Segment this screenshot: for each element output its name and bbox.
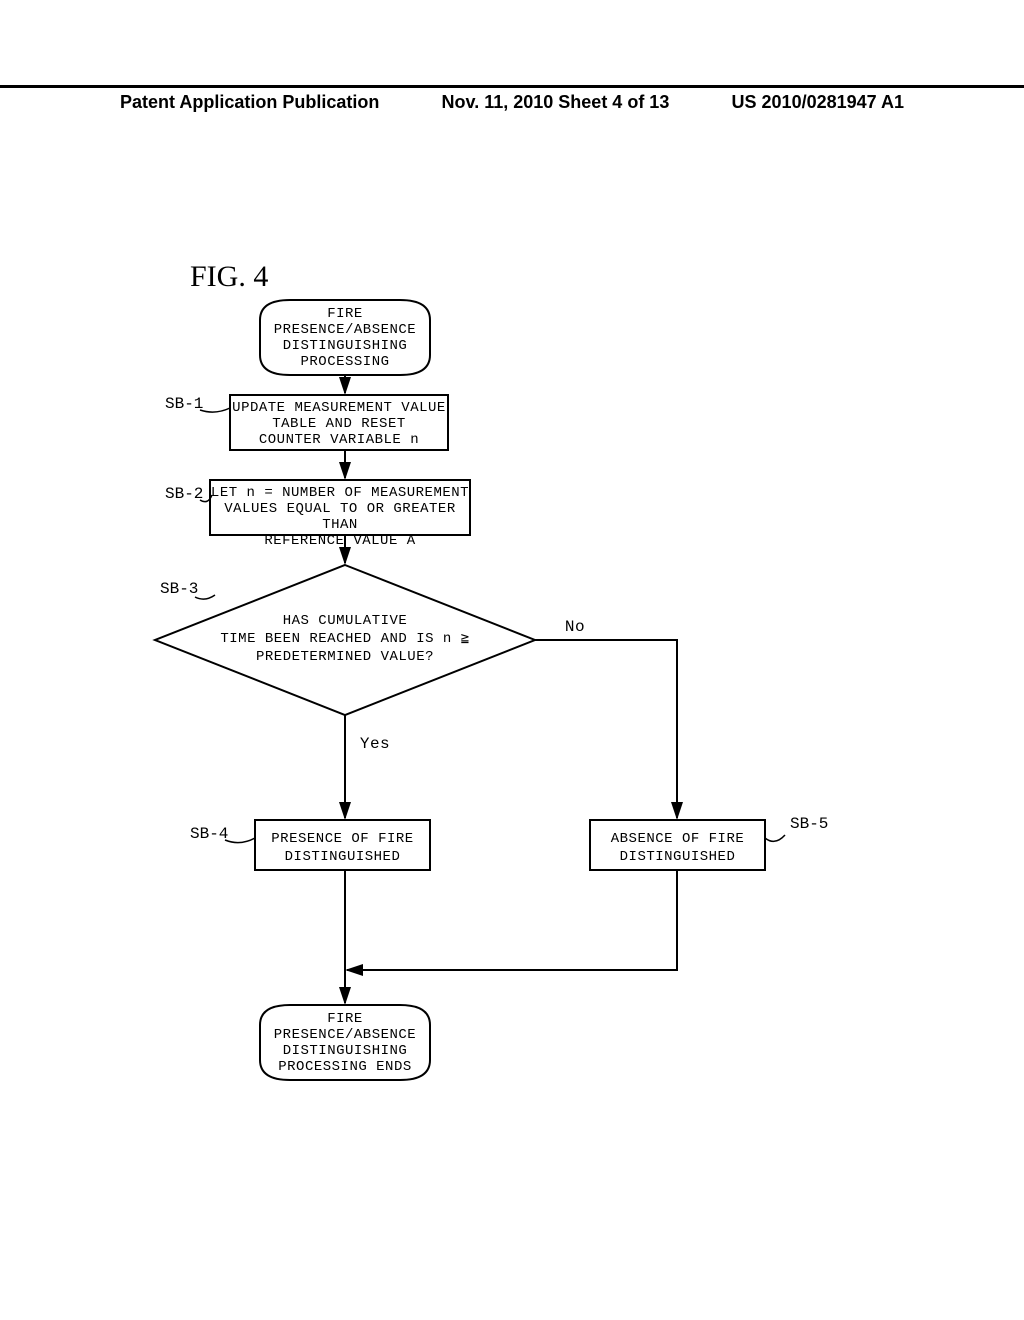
flowchart-svg xyxy=(0,0,1024,1320)
page: Patent Application Publication Nov. 11, … xyxy=(0,0,1024,1320)
edge-sb3-sb5 xyxy=(535,640,677,818)
sb1-text: UPDATE MEASUREMENT VALUE TABLE AND RESET… xyxy=(230,400,448,448)
sb1-label: SB-1 xyxy=(165,395,203,413)
sb4-label: SB-4 xyxy=(190,825,228,843)
start-text: FIRE PRESENCE/ABSENCE DISTINGUISHING PRO… xyxy=(260,306,430,370)
sb1-label-connector xyxy=(200,408,230,412)
sb4-label-connector xyxy=(225,838,255,843)
sb5-label: SB-5 xyxy=(790,815,828,833)
sb2-label: SB-2 xyxy=(165,485,203,503)
sb5-label-connector xyxy=(765,835,785,841)
sb4-text: PRESENCE OF FIRE DISTINGUISHED xyxy=(255,830,430,866)
edge-sb5-end xyxy=(347,870,677,970)
no-label: No xyxy=(560,618,590,636)
end-text: FIRE PRESENCE/ABSENCE DISTINGUISHING PRO… xyxy=(260,1011,430,1075)
yes-label: Yes xyxy=(355,735,395,753)
sb3-label: SB-3 xyxy=(160,580,198,598)
sb3-text: HAS CUMULATIVE TIME BEEN REACHED AND IS … xyxy=(195,612,495,666)
sb2-text: LET n = NUMBER OF MEASUREMENT VALUES EQU… xyxy=(210,485,470,549)
sb5-text: ABSENCE OF FIRE DISTINGUISHED xyxy=(590,830,765,866)
